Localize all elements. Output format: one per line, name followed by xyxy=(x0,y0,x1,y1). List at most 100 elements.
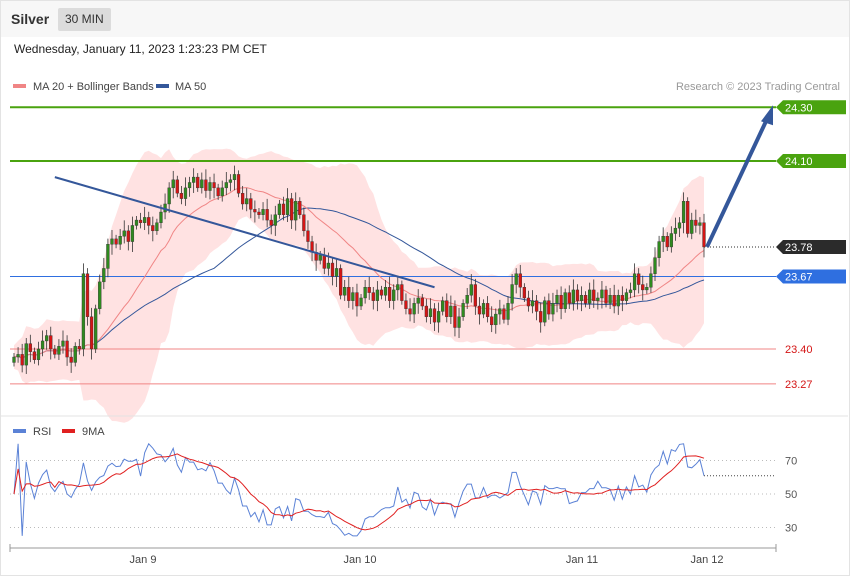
chart-header: Silver 30 MIN xyxy=(1,1,849,37)
candle-body xyxy=(249,198,253,210)
candle-body xyxy=(175,179,179,194)
candle-body xyxy=(498,308,502,315)
rsi-level-label-50: 50 xyxy=(785,489,797,501)
legend-ma20-swatch xyxy=(13,84,26,88)
candle-body xyxy=(367,287,371,293)
candle-body xyxy=(387,287,392,301)
candle-body xyxy=(371,292,375,301)
level-tag-24.10 xyxy=(776,154,846,168)
candle-body xyxy=(257,211,261,215)
candle-body xyxy=(363,287,367,299)
candle-body xyxy=(551,303,555,315)
candle-body xyxy=(436,311,441,323)
rsi-level-label-70: 70 xyxy=(785,456,797,468)
candle-body xyxy=(147,217,151,226)
candle-body xyxy=(686,201,690,234)
candle-body xyxy=(428,308,433,317)
rsi-level-label-30: 30 xyxy=(785,523,797,535)
candle-body xyxy=(261,209,265,215)
candle-body xyxy=(379,289,384,296)
candle-body xyxy=(543,300,547,323)
candle-body xyxy=(396,284,400,291)
candle-body xyxy=(641,284,645,291)
candle-body xyxy=(588,289,592,304)
candle-body xyxy=(612,295,616,307)
symbol-title: Silver xyxy=(11,11,50,27)
candle-body xyxy=(106,244,110,269)
candle-body xyxy=(126,230,130,242)
candle-body xyxy=(526,297,531,307)
candle-body xyxy=(281,203,286,215)
candle-body xyxy=(608,295,612,304)
candle-body xyxy=(473,284,477,307)
candle-body xyxy=(77,346,81,350)
candle-body xyxy=(383,287,388,296)
candle-body xyxy=(322,254,326,269)
candle-body xyxy=(208,182,212,191)
candle-body xyxy=(196,176,200,189)
candle-body xyxy=(604,289,608,304)
legend-rsi-label: RSI xyxy=(33,426,51,438)
candle-body xyxy=(49,335,53,350)
candle-body xyxy=(45,335,49,342)
candle-body xyxy=(265,209,269,221)
candle-body xyxy=(155,222,159,232)
candle-body xyxy=(81,273,86,350)
candle-body xyxy=(245,198,249,205)
timeframe-button[interactable]: 30 MIN xyxy=(58,8,111,31)
candle-body xyxy=(583,295,588,304)
level-tag-23.67 xyxy=(776,269,846,284)
candle-body xyxy=(559,295,563,309)
ma50-line xyxy=(13,207,705,360)
candle-body xyxy=(600,289,604,299)
candle-body xyxy=(457,316,461,328)
candle-body xyxy=(530,300,535,307)
candle-body xyxy=(236,174,241,194)
candle-body xyxy=(122,230,126,237)
candle-body xyxy=(351,292,355,301)
candle-body xyxy=(579,295,584,301)
candle-body xyxy=(575,289,580,301)
candle-body xyxy=(432,308,437,323)
candle-body xyxy=(359,297,363,307)
candle-body xyxy=(661,235,665,242)
forecast-arrow-shaft xyxy=(705,120,768,248)
candle-body xyxy=(555,295,559,304)
candle-body xyxy=(449,305,453,317)
level-label-24.10: 24.10 xyxy=(785,156,813,168)
candle-body xyxy=(645,287,649,291)
candle-body xyxy=(400,284,404,301)
candle-body xyxy=(102,268,106,283)
candle-body xyxy=(253,209,257,213)
candle-body xyxy=(392,289,396,301)
candle-body xyxy=(649,273,653,288)
candle-body xyxy=(657,241,661,258)
candle-body xyxy=(294,201,298,221)
candle-body xyxy=(171,179,175,189)
candle-body xyxy=(306,230,310,242)
candle-body xyxy=(616,295,620,307)
candle-body xyxy=(628,289,633,293)
legend-9ma-label: 9MA xyxy=(82,426,105,438)
candle-body xyxy=(114,238,118,245)
candle-body xyxy=(673,227,678,234)
candle-body xyxy=(506,303,510,320)
candle-body xyxy=(653,257,657,274)
candle-body xyxy=(277,203,282,215)
candle-body xyxy=(669,233,673,248)
candle-body xyxy=(216,187,220,197)
legend-ma20-label: MA 20 + Bollinger Bands xyxy=(33,81,154,93)
candle-body xyxy=(334,268,339,277)
candle-body xyxy=(441,300,445,312)
legend-ma50-label: MA 50 xyxy=(175,81,206,93)
candle-body xyxy=(514,273,518,285)
candle-body xyxy=(24,343,28,366)
candle-body xyxy=(40,340,45,350)
candle-body xyxy=(420,297,424,307)
x-tick-label: Jan 11 xyxy=(566,554,598,566)
rsi-line xyxy=(13,442,705,537)
candle-body xyxy=(326,262,331,269)
candle-body xyxy=(522,287,526,299)
candle-body xyxy=(404,300,408,309)
bollinger-band xyxy=(14,148,704,423)
